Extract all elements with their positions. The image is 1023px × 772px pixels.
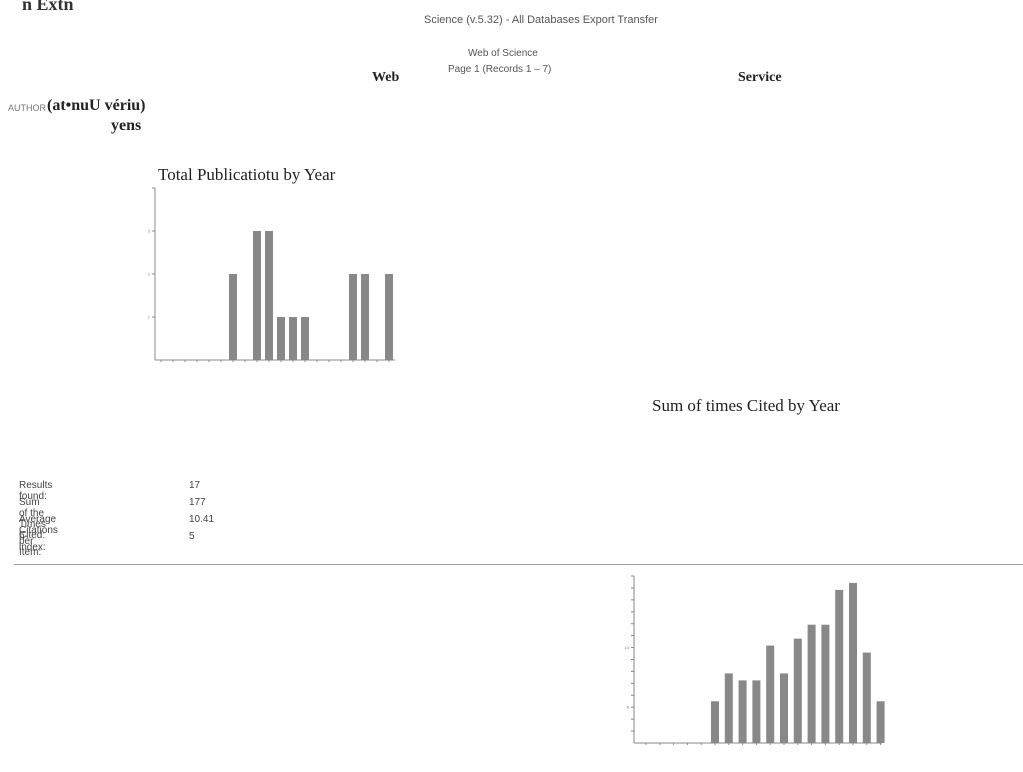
bar-6 bbox=[724, 673, 733, 743]
bar-12 bbox=[807, 624, 816, 743]
stat-label: Average Citations per Item: bbox=[19, 514, 58, 558]
horizontal-rule bbox=[14, 564, 1023, 565]
bar-11 bbox=[793, 638, 802, 743]
bar-16 bbox=[862, 652, 871, 743]
bar-15 bbox=[849, 582, 857, 743]
chart-title-citations: Sum of times Cited by Year bbox=[652, 396, 840, 415]
bar-14 bbox=[835, 589, 844, 743]
bar-16 bbox=[349, 274, 357, 360]
publications-by-year-chart: 3 2 1 bbox=[148, 187, 395, 362]
stat-label: Sum of the Times Cited: bbox=[19, 497, 46, 541]
chart-title-publications: Total Publicatiotu by Year bbox=[158, 165, 336, 184]
bar-5 bbox=[711, 701, 719, 743]
y-tick-label: 14 bbox=[625, 645, 630, 650]
web-label: Web bbox=[372, 70, 400, 85]
bar-10 bbox=[277, 317, 285, 360]
page-records-label: Page 1 (Records 1 – 7) bbox=[448, 64, 552, 75]
citations-by-year-chart: 14 6 bbox=[625, 575, 885, 745]
bar-9 bbox=[265, 231, 273, 360]
service-label: Service bbox=[738, 70, 782, 85]
stat-value: 177 bbox=[189, 497, 206, 508]
bar-7 bbox=[738, 680, 747, 743]
bar-8 bbox=[752, 680, 761, 743]
bar-19 bbox=[385, 274, 393, 360]
stat-value: 10.41 bbox=[189, 514, 215, 525]
bar-8 bbox=[253, 231, 261, 360]
author-field-value: (at•nuU vériu) bbox=[47, 97, 146, 114]
web-of-science-label: Web of Science bbox=[468, 48, 538, 59]
y-tick-label: 2 bbox=[148, 272, 151, 277]
bar-6 bbox=[229, 274, 237, 360]
author-field-value-continued: yens bbox=[111, 117, 142, 134]
y-tick-label: 6 bbox=[627, 705, 630, 710]
corner-fragment-text: n Extn bbox=[22, 0, 74, 14]
bar-9 bbox=[766, 645, 775, 743]
bar-12 bbox=[301, 317, 309, 360]
bar-11 bbox=[289, 317, 297, 360]
bar-10 bbox=[780, 673, 788, 743]
y-tick-label: 1 bbox=[148, 315, 151, 320]
document-title: Science (v.5.32) - All Databases Export … bbox=[424, 14, 658, 26]
bar-17 bbox=[361, 274, 369, 360]
author-field-label: AUTHOR bbox=[8, 103, 46, 113]
stat-value: 17 bbox=[189, 480, 201, 491]
stat-label: h-index: bbox=[19, 531, 46, 553]
bar-17 bbox=[876, 701, 885, 743]
stat-value: 5 bbox=[189, 531, 195, 542]
bar-13 bbox=[821, 624, 830, 743]
y-tick-label: 3 bbox=[148, 229, 151, 234]
stat-label: Results found: bbox=[19, 480, 53, 502]
